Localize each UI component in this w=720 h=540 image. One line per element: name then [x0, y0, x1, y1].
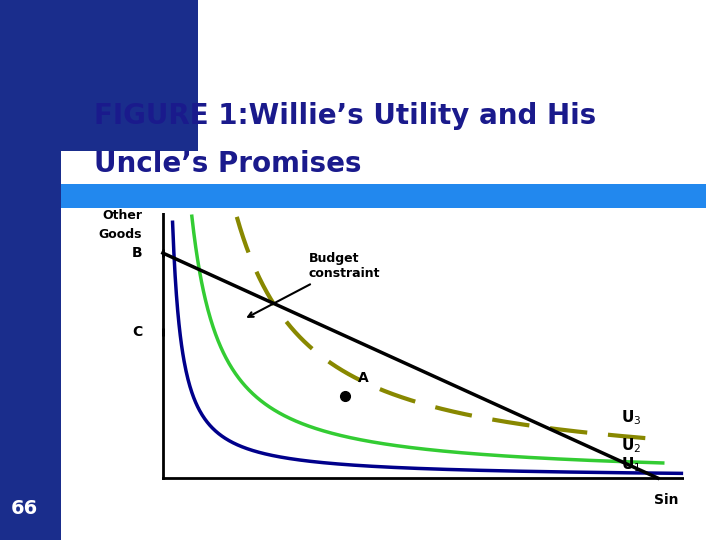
Text: U$_2$: U$_2$ — [621, 436, 642, 455]
Text: Budget
constraint: Budget constraint — [248, 252, 380, 317]
Text: A: A — [359, 372, 369, 386]
Text: Sin: Sin — [654, 492, 679, 507]
Text: C: C — [132, 326, 142, 340]
Text: Goods: Goods — [99, 228, 142, 241]
Text: 66: 66 — [11, 500, 38, 518]
Text: B: B — [131, 246, 142, 260]
Text: Other: Other — [102, 210, 142, 222]
Text: U$_3$: U$_3$ — [621, 409, 642, 427]
Text: Uncle’s Promises: Uncle’s Promises — [94, 150, 361, 178]
Text: U$_1$: U$_1$ — [621, 456, 642, 474]
Text: FIGURE 1:Willie’s Utility and His: FIGURE 1:Willie’s Utility and His — [94, 102, 596, 130]
